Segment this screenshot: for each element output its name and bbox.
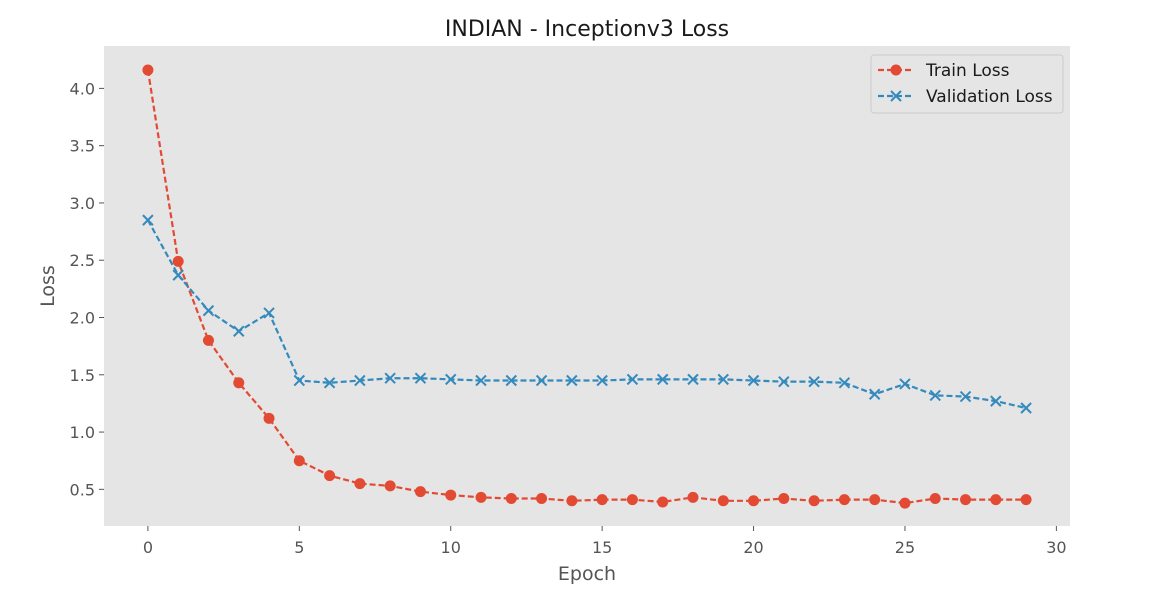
- legend-validation-marker: [890, 90, 902, 102]
- x-tick-label: 20: [743, 538, 763, 557]
- legend-train-label: Train Loss: [925, 61, 1010, 81]
- data-point: [142, 214, 154, 226]
- data-point: [838, 494, 850, 506]
- data-point: [778, 493, 790, 505]
- data-point: [596, 494, 608, 506]
- data-point: [475, 374, 487, 387]
- data-point: [960, 494, 972, 506]
- data-point: [990, 395, 1002, 407]
- data-point: [566, 374, 578, 387]
- x-tick-label: 25: [895, 538, 915, 557]
- data-point: [657, 496, 669, 508]
- data-point: [1020, 494, 1032, 506]
- data-point: [384, 372, 396, 384]
- data-point: [414, 486, 426, 498]
- data-point: [747, 374, 760, 387]
- data-point: [202, 304, 215, 317]
- data-point: [959, 390, 972, 403]
- data-point: [838, 377, 851, 389]
- data-point: [293, 455, 305, 467]
- data-point: [929, 493, 941, 505]
- x-tick-label: 15: [592, 538, 612, 557]
- data-point: [536, 493, 548, 505]
- data-point: [535, 374, 548, 387]
- chart-title: INDIAN - Inceptionv3 Loss: [445, 17, 729, 42]
- data-point: [505, 493, 517, 505]
- data-point: [233, 325, 245, 337]
- data-point: [142, 64, 154, 76]
- data-point: [505, 374, 518, 387]
- legend-train-marker: [890, 64, 902, 76]
- data-point: [626, 373, 639, 386]
- data-point: [687, 491, 699, 503]
- series-train-loss: [142, 64, 1032, 509]
- plot-background: [104, 46, 1070, 526]
- data-point: [687, 373, 699, 386]
- data-point: [748, 495, 760, 507]
- data-point: [1020, 402, 1032, 414]
- data-point: [596, 374, 608, 387]
- data-point: [445, 373, 457, 386]
- legend: Train Loss Validation Loss: [870, 54, 1064, 114]
- legend-box: [870, 54, 1064, 114]
- data-point: [354, 478, 366, 490]
- data-point: [323, 377, 336, 389]
- data-point: [808, 495, 820, 507]
- series-line-validation-loss: [146, 219, 1027, 410]
- data-point: [233, 377, 245, 389]
- x-tick-label: 0: [143, 538, 153, 557]
- data-point: [324, 470, 336, 482]
- data-point: [929, 389, 941, 402]
- data-point: [354, 374, 366, 387]
- x-axis-ticks: 0 5 10 15 20 25 30: [143, 526, 1067, 557]
- x-tick-label: 10: [441, 538, 461, 557]
- data-point: [414, 372, 427, 384]
- data-point: [717, 373, 729, 386]
- data-point: [172, 255, 184, 267]
- data-point: [384, 480, 396, 492]
- data-point: [990, 494, 1002, 506]
- x-axis-label: Epoch: [558, 563, 616, 585]
- data-point: [293, 374, 306, 387]
- y-tick-label: 4.0: [70, 79, 95, 98]
- data-point: [808, 375, 820, 388]
- y-tick-label: 3.0: [70, 194, 95, 213]
- x-tick-label: 5: [294, 538, 304, 557]
- data-point: [202, 334, 214, 346]
- data-point: [778, 375, 790, 388]
- x-tick-label: 30: [1046, 538, 1066, 557]
- y-tick-label: 0.5: [70, 480, 95, 499]
- data-point: [899, 497, 911, 509]
- series-line-train-loss: [146, 69, 1027, 505]
- data-point: [869, 494, 881, 506]
- data-point: [263, 307, 275, 319]
- data-point: [475, 491, 487, 503]
- y-tick-label: 1.0: [70, 423, 95, 442]
- data-point: [566, 495, 578, 507]
- series-layer: [142, 64, 1032, 509]
- data-point: [868, 388, 881, 400]
- y-tick-label: 2.5: [70, 251, 95, 270]
- series-validation-loss: [142, 214, 1032, 414]
- y-tick-label: 3.5: [70, 137, 95, 156]
- y-tick-label: 1.5: [70, 366, 95, 385]
- data-point: [445, 489, 457, 501]
- data-point: [172, 269, 184, 281]
- legend-validation-label: Validation Loss: [926, 87, 1053, 107]
- data-point: [263, 412, 275, 424]
- y-axis-ticks: 0.5 1.0 1.5 2.0 2.5 3.0 3.5 4.0: [70, 79, 104, 499]
- data-point: [717, 495, 729, 507]
- y-axis-label: Loss: [37, 265, 59, 307]
- y-tick-label: 2.0: [70, 309, 95, 328]
- data-point: [656, 373, 669, 386]
- data-point: [899, 378, 911, 390]
- data-point: [626, 494, 638, 506]
